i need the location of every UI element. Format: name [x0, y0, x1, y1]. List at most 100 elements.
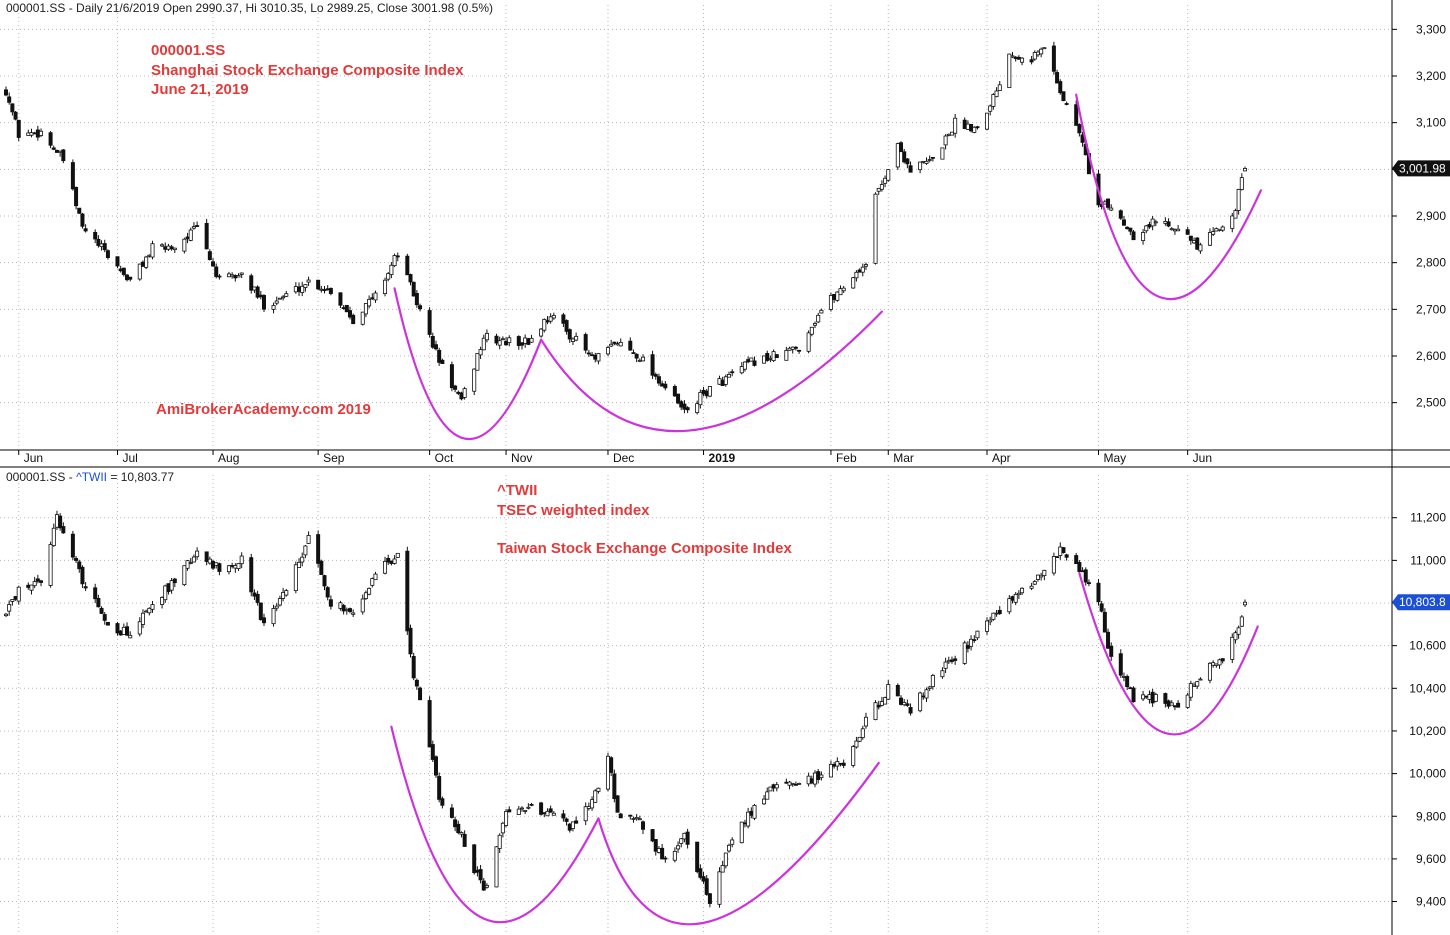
candle-body-down [456, 391, 461, 394]
candle [634, 353, 639, 363]
candle-body-down [921, 695, 926, 698]
candle [70, 159, 75, 191]
candle-body-up [389, 264, 394, 276]
candle [472, 368, 477, 396]
candle [182, 565, 187, 587]
candle-body-down [408, 627, 413, 655]
candle [838, 285, 843, 296]
candle [306, 276, 311, 286]
candle [905, 699, 910, 707]
candle [182, 237, 187, 254]
candle-body-down [437, 776, 442, 800]
candle-body-up [1172, 229, 1177, 232]
y-tick-label: 11,000 [1410, 553, 1446, 567]
candle-body-down [930, 156, 935, 159]
candle [39, 579, 44, 587]
candle [615, 795, 620, 813]
candle [249, 553, 254, 597]
x-tick-label: Jul [122, 451, 137, 465]
candle [841, 285, 846, 293]
candle-body-down [1125, 676, 1130, 687]
candle-body-down [1121, 219, 1126, 226]
candle [300, 552, 305, 567]
candle [609, 756, 614, 777]
candle-body-up [551, 315, 556, 319]
candle [188, 227, 193, 242]
candle-body-up [949, 131, 954, 136]
candle [1061, 547, 1066, 554]
candle-body-down [386, 557, 391, 563]
candle [965, 641, 970, 653]
candle-body-up [48, 544, 53, 586]
candle-body-up [723, 376, 728, 385]
candle [261, 613, 266, 626]
candle [574, 816, 579, 824]
candle-body-down [230, 565, 235, 567]
candle [851, 276, 856, 289]
candle-body-down [440, 359, 445, 364]
candle-body-down [1128, 227, 1133, 232]
candle-body-down [115, 256, 120, 267]
candle-body-up [239, 555, 244, 565]
candle-body-down [58, 515, 63, 529]
candle-body-up [1051, 556, 1056, 574]
candle-body-up [787, 781, 792, 786]
candle [328, 287, 333, 296]
candle-body-down [233, 275, 238, 279]
candle [650, 350, 655, 380]
candle [1121, 216, 1126, 226]
candle-body-down [370, 297, 375, 300]
candle-body-up [300, 285, 305, 293]
candle-body-down [430, 744, 435, 760]
candle [860, 263, 865, 277]
candle [453, 384, 458, 393]
cup-pattern-arc [539, 310, 883, 433]
candle [211, 258, 216, 268]
candle-body-down [1195, 237, 1200, 250]
candle-body-down [997, 609, 1002, 615]
candle-body-down [325, 288, 330, 291]
candle-body-down [70, 533, 75, 558]
candle [1096, 579, 1101, 606]
candle [784, 346, 789, 361]
candle [516, 806, 521, 815]
candle-body-down [685, 831, 690, 845]
candle-body-up [994, 612, 999, 615]
candle [1188, 235, 1193, 245]
candle [660, 843, 665, 860]
candle [1020, 57, 1025, 66]
candle-body-up [828, 763, 833, 778]
candle-body-down [1099, 603, 1104, 612]
candle-body-down [125, 626, 130, 636]
x-tick-label: Oct [435, 451, 454, 465]
candle [316, 279, 321, 291]
candle-body-up [835, 291, 840, 301]
candle-body-up [940, 670, 945, 678]
candle [255, 590, 260, 606]
candle [1058, 79, 1063, 95]
candle-body-down [96, 238, 101, 246]
candle [338, 292, 343, 309]
candle [949, 131, 954, 136]
candle-body-down [1061, 91, 1066, 102]
candle-body-up [924, 160, 929, 164]
candle-body-down [433, 756, 438, 776]
candle-body-down [902, 151, 907, 163]
candle [172, 577, 177, 588]
candle [1007, 53, 1012, 89]
x-tick-label: Sep [323, 451, 345, 465]
candle [628, 337, 633, 351]
candle [768, 786, 773, 792]
candle [679, 838, 684, 848]
candle-body-up [943, 661, 948, 669]
candle-body-up [507, 337, 512, 343]
candle-body-up [679, 838, 684, 844]
candle-body-up [570, 821, 575, 829]
candle [449, 361, 454, 392]
candle [1029, 582, 1034, 591]
candle-body-down [1147, 224, 1152, 228]
candle-body-up [985, 620, 990, 632]
candle-body-down [1058, 81, 1063, 94]
candle [682, 400, 687, 414]
candle [58, 513, 63, 531]
